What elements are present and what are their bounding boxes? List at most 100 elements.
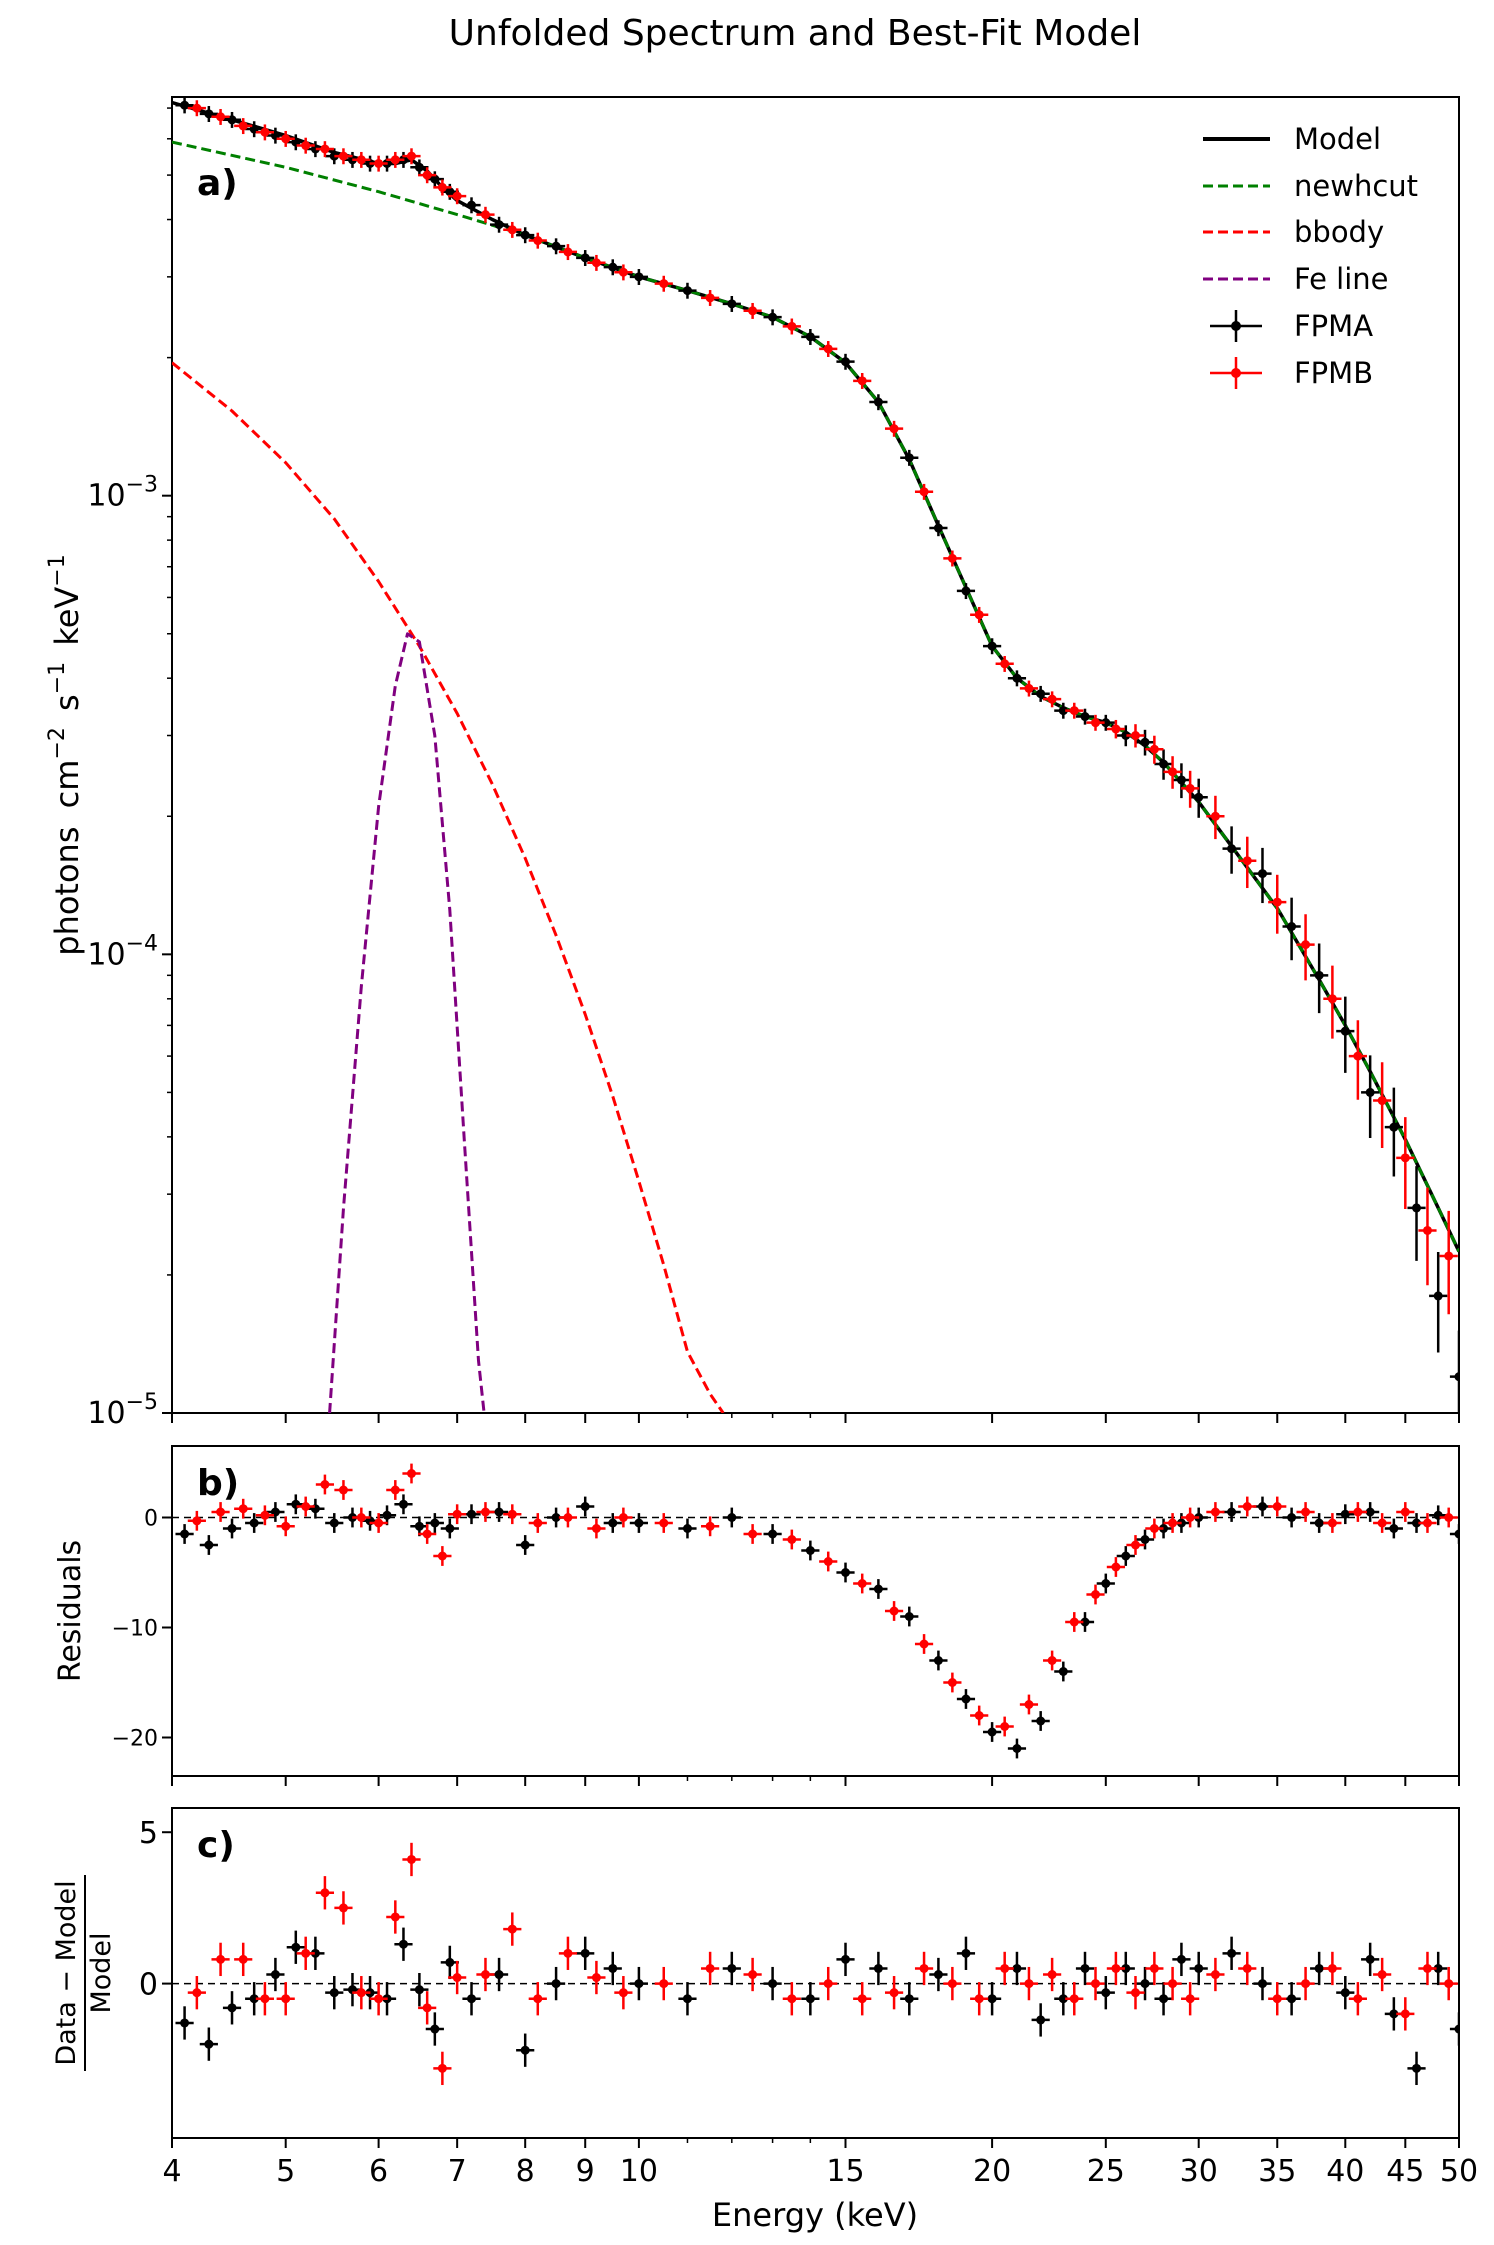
- panel-c-fpma-point: [801, 1982, 820, 2016]
- panel-a-fpma-point: [956, 583, 976, 600]
- panel-b-fpma-point: [175, 1524, 194, 1544]
- panel-c-ylabel-denominator: Model: [86, 1932, 117, 2013]
- legend-fpmb-label: FPMB: [1294, 356, 1373, 390]
- panel-a-fpma-point: [1384, 1087, 1403, 1177]
- panel-a-fpma-point: [1075, 708, 1095, 725]
- panel-b-fpma-point: [1096, 1573, 1115, 1594]
- panel-c-fpmb-point: [315, 1876, 335, 1910]
- panel-a-fpmb-point: [1296, 914, 1315, 981]
- panel-a-fpmb-point: [1163, 756, 1182, 789]
- panel-b-fpmb-point: [369, 1513, 388, 1533]
- panel-a-newhcut-line: [172, 140, 1459, 1253]
- panel-a-fpmb-point: [296, 137, 315, 154]
- panel-b-ytick-label: −10: [112, 1617, 158, 1642]
- panel-c-fpmb-point: [234, 1942, 253, 1977]
- panel-a-fpmb-point: [334, 148, 353, 165]
- panel-b-fpmb-point: [1323, 1513, 1342, 1533]
- panel-c-fpmb-point: [402, 1842, 421, 1877]
- panel-b-fpmb-point: [1396, 1502, 1415, 1522]
- panel-c-fpmb-point: [448, 1960, 467, 1995]
- legend-model-label: Model: [1294, 122, 1381, 156]
- panel-c-fpma-point: [929, 1957, 948, 1992]
- x-tick-label: 30: [1180, 2154, 1218, 2189]
- panel-a-fpma-point: [929, 520, 948, 537]
- panel-a-fpmb-point: [614, 264, 633, 281]
- panel-b-fpma-point: [245, 1513, 264, 1533]
- panel-b-fpmb-point: [587, 1518, 606, 1539]
- panel-b-fpmb-point: [782, 1529, 801, 1550]
- ylabel-s: s: [48, 694, 86, 711]
- panel-a-fpmb-point: [1106, 719, 1125, 739]
- x-tick-label: 50: [1440, 2154, 1478, 2189]
- panel-b-ytick-label: −20: [112, 1727, 158, 1752]
- panel-a-fpmb-point: [1043, 691, 1062, 708]
- panel-b-fpma-point: [801, 1540, 820, 1561]
- panel-a-fpmb-point: [819, 341, 838, 357]
- panel-c-fpmb-point: [654, 1966, 673, 2001]
- panel-c-fpma-point: [603, 1951, 622, 1986]
- panel-c-fpma-point: [1336, 1976, 1355, 2010]
- panel-b-fpma-point: [1282, 1507, 1301, 1528]
- panel-c-fpmb-point: [211, 1942, 230, 1977]
- panel-c-fpma-point: [1189, 1951, 1208, 1986]
- panel-a-fpma-point: [546, 238, 566, 255]
- panel-c-fpmb-point: [701, 1951, 720, 1986]
- panel-a-fe-line-line: [328, 632, 486, 1413]
- panel-b-fpmb-point: [743, 1524, 762, 1544]
- figure-title: Unfolded Spectrum and Best-Fit Model: [449, 13, 1142, 54]
- panel-b-fpmb-point: [1206, 1502, 1225, 1522]
- panel-a-fpma-point: [1135, 729, 1155, 756]
- panel-a-fpma-point: [175, 97, 194, 114]
- panel-a-fpma-point: [801, 329, 820, 345]
- panel-b-fpma-point: [678, 1518, 697, 1539]
- panel-a-fpmb-point: [884, 420, 904, 437]
- panel-c-ytick-label: 0: [139, 1968, 158, 2003]
- panel-c-fpmb-point: [386, 1900, 405, 1934]
- panel-c-fpma-point: [175, 2006, 194, 2040]
- panel-c-fpmb-point: [369, 1982, 388, 2016]
- panel-b-fpma-point: [763, 1524, 782, 1544]
- panel-a-fpma-point: [1222, 826, 1241, 874]
- panel-b-fpmb-point: [334, 1480, 353, 1500]
- panel-b-fpmb-point: [614, 1507, 633, 1528]
- panel-b-ytick-label: 0: [144, 1507, 158, 1532]
- panel-c-fpmb-point: [884, 1976, 904, 2010]
- panel-c-fpma-point: [1031, 2003, 1050, 2037]
- panel-c-fpmb-point: [1323, 1951, 1342, 1986]
- panel-b-fpmb-point: [558, 1507, 578, 1528]
- panel-c-fpmb-point: [1106, 1951, 1125, 1986]
- panel-a-fpmb-point: [1065, 702, 1084, 719]
- panel-b-tag: b): [197, 1463, 239, 1504]
- panel-a-fpmb-point: [315, 141, 335, 158]
- panel-b-fpma-point: [1116, 1546, 1135, 1566]
- panel-c-fpmb-point: [296, 1936, 315, 1970]
- panel-a-fpmb-point: [1396, 1117, 1415, 1210]
- panel-b-fpma-point: [722, 1507, 741, 1528]
- panel-c-fpmb-point: [1296, 1966, 1315, 2001]
- panel-b-fpmb-point: [943, 1672, 962, 1693]
- panel-a-fpmb-point: [1268, 874, 1287, 934]
- panel-a-fpmb-point: [255, 124, 274, 141]
- panel-b-fpma-point: [576, 1496, 595, 1517]
- panel-a-fpma-point: [1449, 1330, 1459, 1413]
- legend-feline-label: Fe line: [1294, 262, 1389, 296]
- x-tick-label: 8: [516, 2154, 535, 2189]
- panel-a-fpmb-point: [503, 221, 522, 238]
- panel-a-fpma-point: [222, 111, 242, 128]
- panel-a-fpma-point: [1253, 847, 1272, 904]
- panel-c-ylabel-numerator: Data − Model: [51, 1880, 82, 2065]
- ylabel-cm: cm: [48, 760, 86, 809]
- x-tick-label: 25: [1087, 2154, 1125, 2189]
- x-tick-label: 20: [973, 2154, 1011, 2189]
- panel-b-fpmb-point: [1296, 1502, 1315, 1522]
- panel-b-fpmb-point: [448, 1504, 467, 1525]
- panel-a-model-line: [172, 100, 1459, 1253]
- panel-c-fpma-point: [306, 1936, 325, 1970]
- ylabel-s-exp: −1: [45, 662, 70, 694]
- panel-a-fpma-point: [629, 269, 648, 285]
- ylabel-kev: keV: [48, 587, 86, 646]
- panel-c-fpmb-point: [1396, 1997, 1415, 2031]
- panel-b-fpmb-point: [1181, 1507, 1200, 1528]
- panel-c-ytick-label: 5: [139, 1816, 158, 1851]
- panel-a-fpmb-point: [1373, 1062, 1392, 1149]
